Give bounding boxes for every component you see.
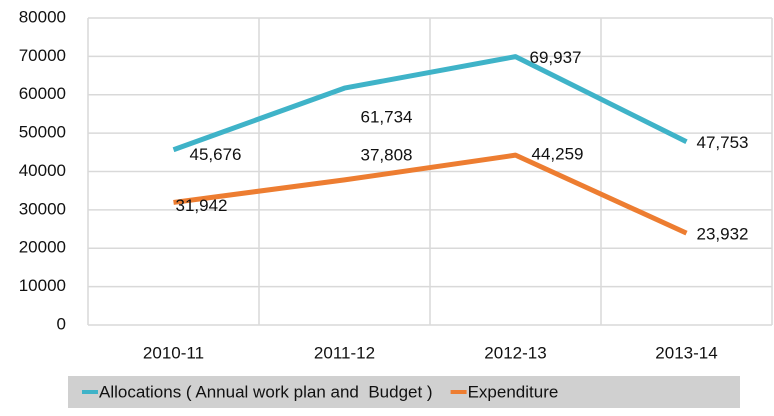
series-line: [173, 152, 688, 236]
data-label: 37,808: [361, 145, 413, 164]
data-label: 61,734: [361, 108, 413, 127]
y-tick-label: 80000: [19, 7, 66, 26]
x-tick-label: 2012-13: [484, 343, 546, 362]
x-tick-label: 2010-11: [143, 343, 204, 362]
y-tick-label: 50000: [19, 123, 66, 142]
data-label: 47,753: [697, 133, 749, 152]
legend-background: [68, 376, 740, 408]
y-tick-label: 70000: [19, 46, 66, 65]
y-tick-label: 0: [57, 314, 66, 333]
y-tick-label: 30000: [19, 199, 66, 218]
legend-label: Allocations ( Annual work plan and Budge…: [99, 382, 433, 401]
y-tick-label: 10000: [19, 276, 66, 295]
data-label: 23,932: [697, 225, 749, 244]
data-label: 44,259: [532, 145, 584, 164]
y-tick-label: 60000: [19, 84, 66, 103]
x-tick-label: 2011-12: [314, 343, 375, 362]
legend-label: Expenditure: [468, 382, 559, 401]
x-tick-label: 2013-14: [655, 343, 717, 362]
y-tick-label: 40000: [19, 161, 66, 180]
data-label: 31,942: [176, 196, 228, 215]
series-line: [172, 54, 688, 153]
y-tick-label: 20000: [19, 238, 66, 257]
data-label: 69,937: [530, 48, 582, 67]
data-label: 45,676: [190, 145, 242, 164]
